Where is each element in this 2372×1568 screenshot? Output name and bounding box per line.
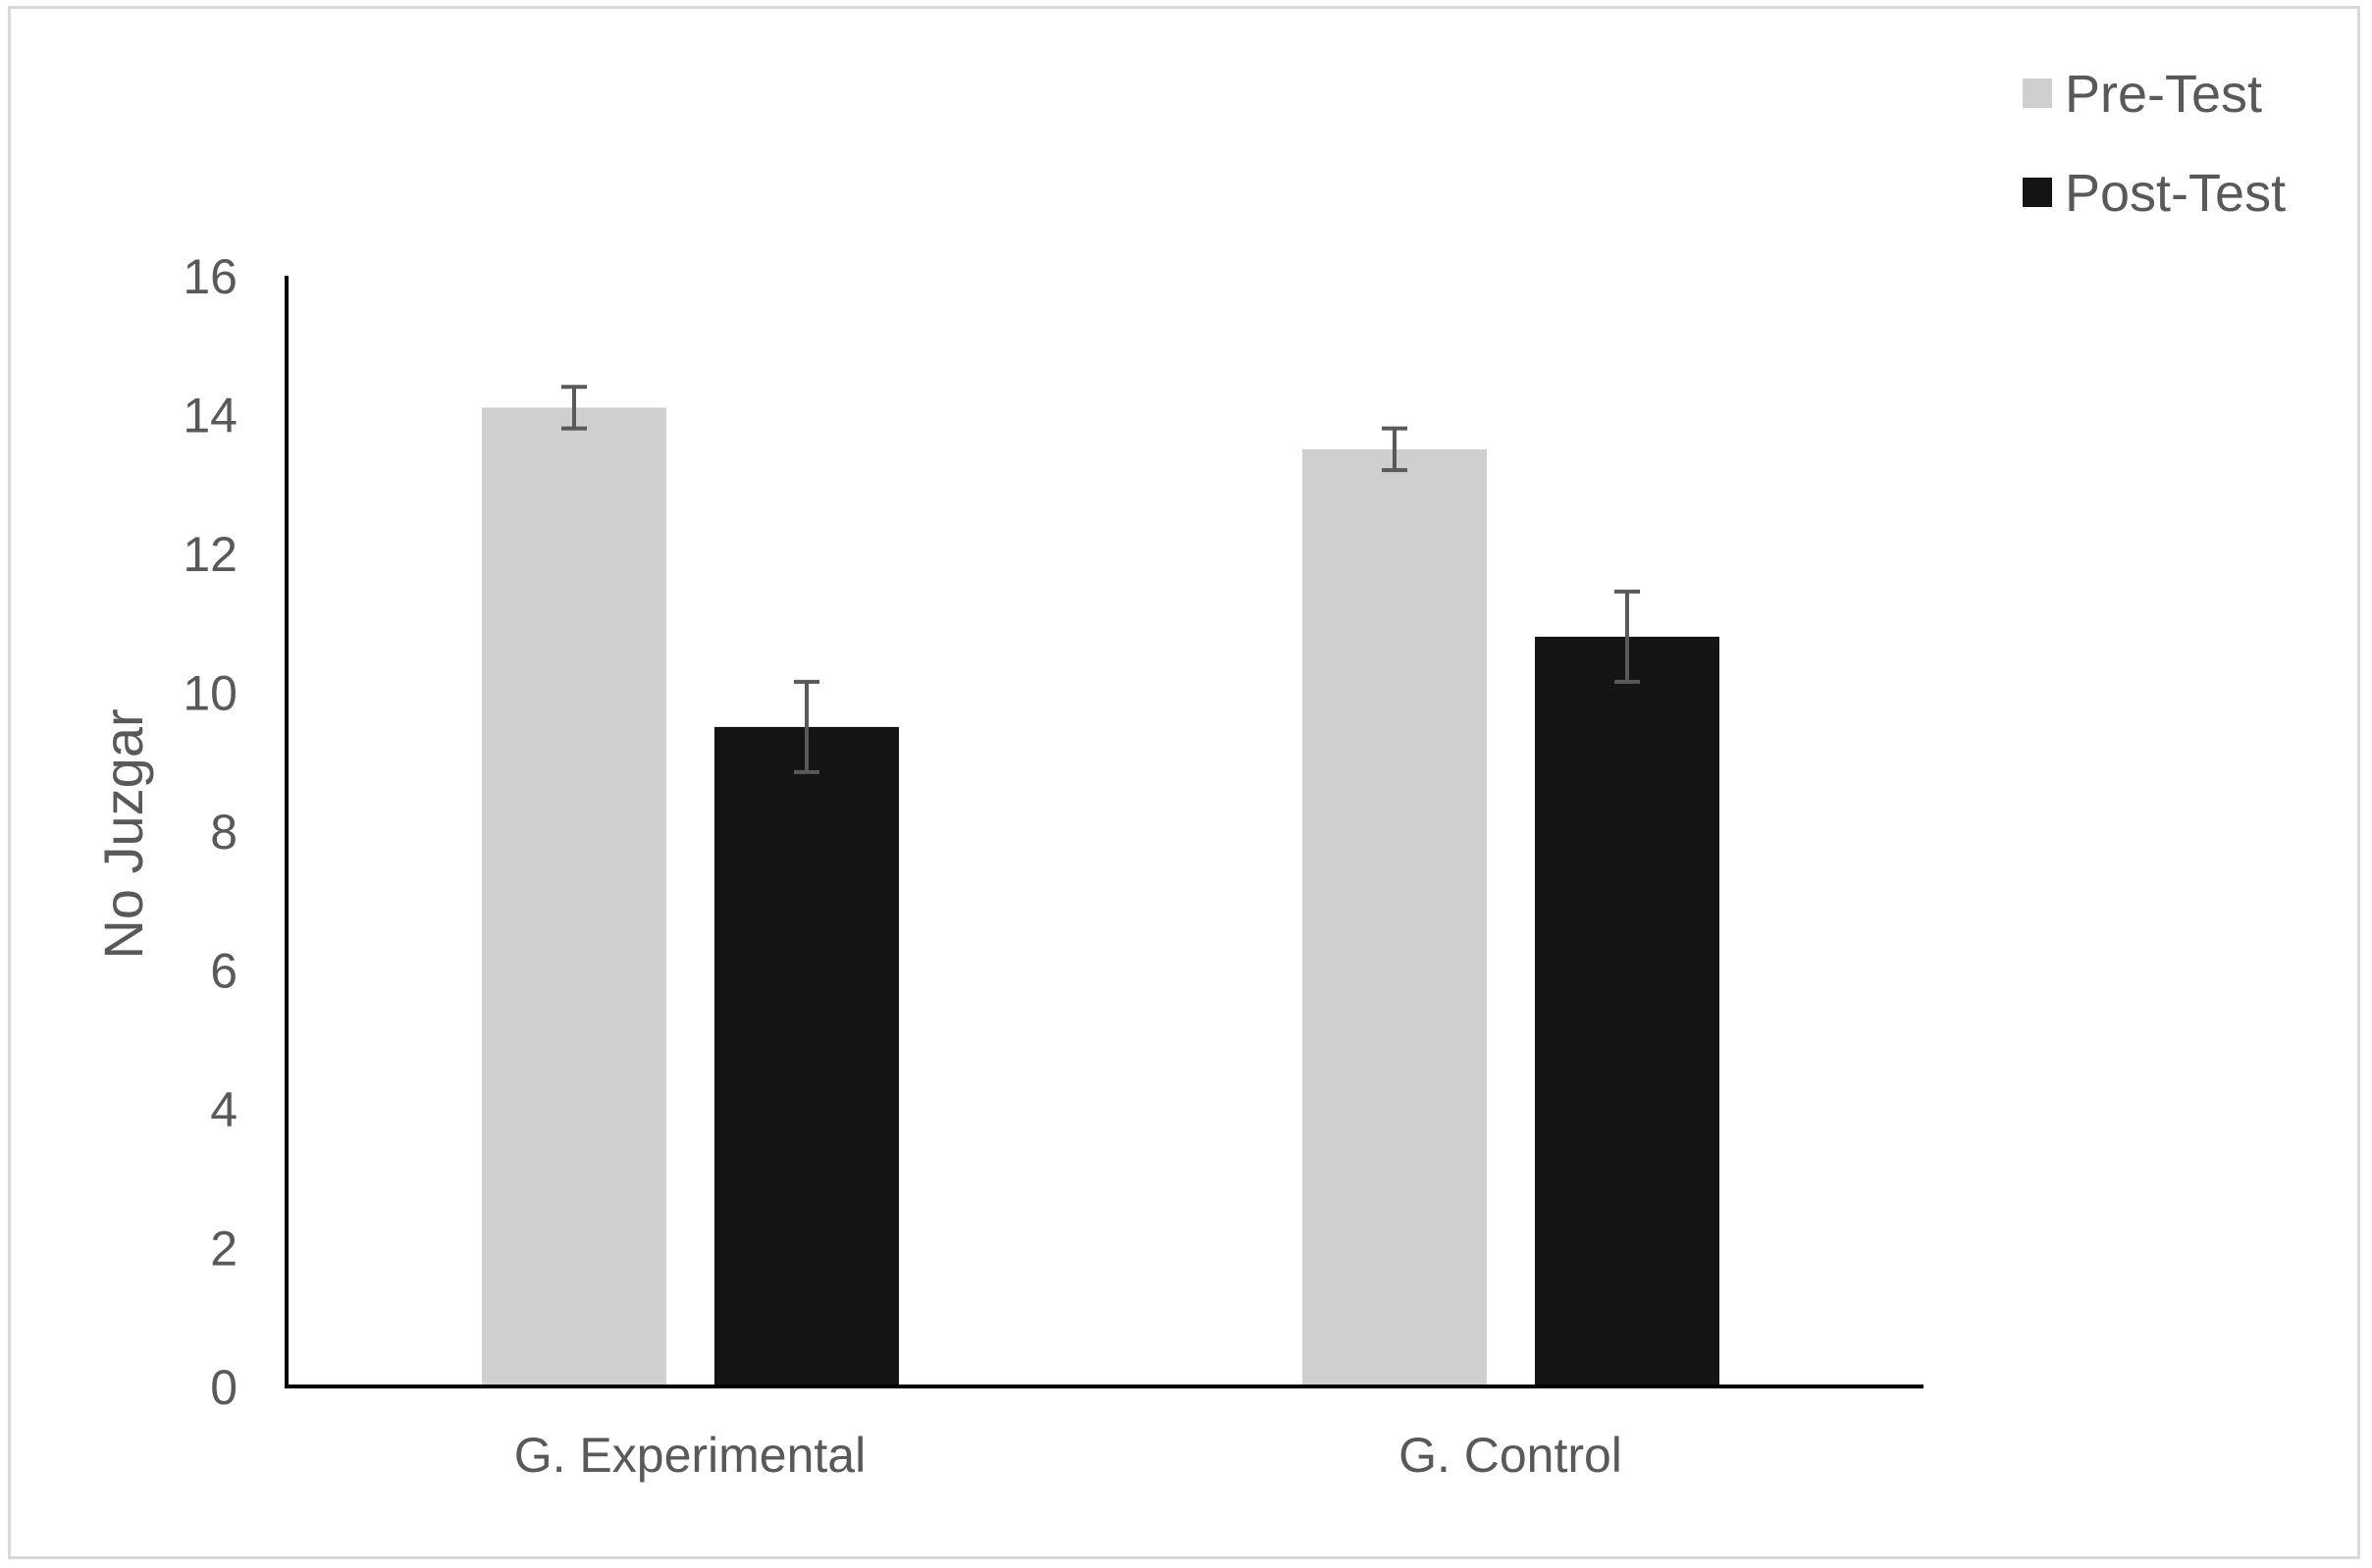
legend-label: Post-Test (2065, 164, 2286, 223)
legend: Pre-Test Post-Test (2023, 65, 2286, 223)
bar-pre-test (482, 407, 666, 1386)
y-tick-label: 10 (183, 666, 237, 721)
legend-swatch (2023, 78, 2052, 108)
error-bars (561, 385, 1640, 774)
y-tick-label: 14 (183, 389, 237, 444)
bar-post-test (1535, 636, 1719, 1386)
y-axis-ticks: 0 2 4 6 8 10 12 14 16 (183, 249, 237, 1415)
y-tick-label: 6 (210, 944, 237, 999)
x-tick-label: G. Control (1398, 1428, 1622, 1483)
y-tick-label: 4 (210, 1082, 237, 1137)
y-axis-title: No Juzgar (92, 708, 154, 959)
bars (482, 407, 1719, 1386)
bar-post-test (714, 726, 899, 1386)
y-tick-label: 8 (210, 805, 237, 860)
y-tick-label: 0 (210, 1360, 237, 1415)
x-axis-ticks: G. Experimental G. Control (514, 1428, 1622, 1483)
legend-swatch (2023, 178, 2052, 207)
legend-label: Pre-Test (2065, 65, 2262, 124)
x-tick-label: G. Experimental (514, 1428, 866, 1483)
y-tick-label: 2 (210, 1222, 237, 1277)
y-tick-label: 12 (183, 527, 237, 582)
y-tick-label: 16 (183, 249, 237, 304)
chart-frame (8, 6, 2360, 1559)
bar-pre-test (1302, 448, 1487, 1386)
